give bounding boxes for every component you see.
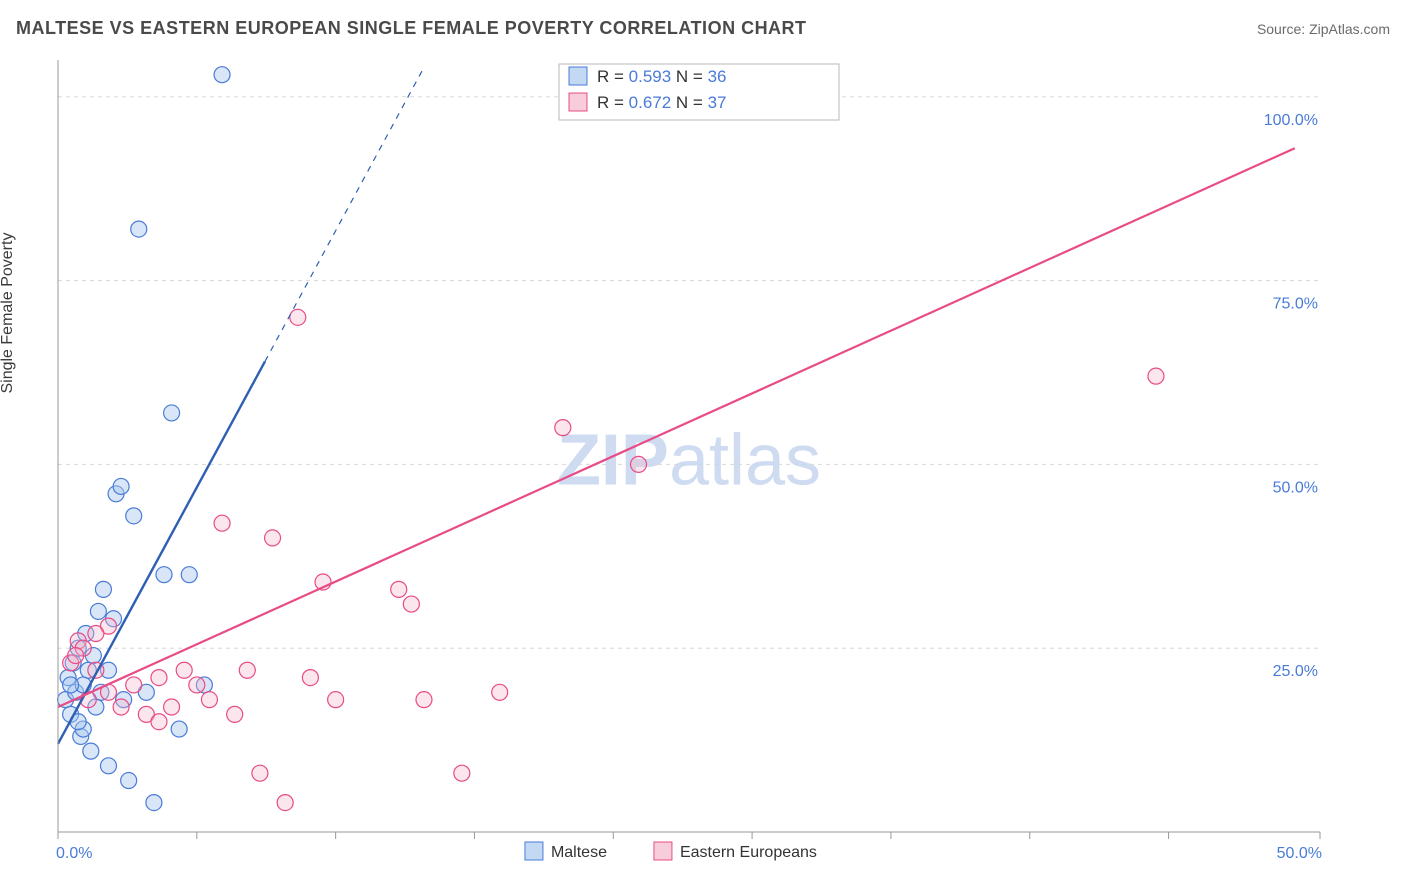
chart-title: MALTESE VS EASTERN EUROPEAN SINGLE FEMAL… xyxy=(16,18,807,39)
data-point xyxy=(555,420,571,436)
data-point xyxy=(416,692,432,708)
data-point xyxy=(492,684,508,700)
data-point xyxy=(126,677,142,693)
data-point xyxy=(171,721,187,737)
legend-label: Maltese xyxy=(551,844,607,861)
data-point xyxy=(121,773,137,789)
stats-row: R = 0.593 N = 36 xyxy=(597,67,727,86)
y-tick-label: 100.0% xyxy=(1264,112,1318,129)
watermark: ZIPatlas xyxy=(557,420,821,500)
data-point xyxy=(95,581,111,597)
data-point xyxy=(90,603,106,619)
data-point xyxy=(131,221,147,237)
data-point xyxy=(290,309,306,325)
data-point xyxy=(151,670,167,686)
legend-label: Eastern Europeans xyxy=(680,844,817,861)
y-tick-label: 75.0% xyxy=(1273,296,1318,313)
chart-header: MALTESE VS EASTERN EUROPEAN SINGLE FEMAL… xyxy=(16,18,1390,39)
data-point xyxy=(1148,368,1164,384)
y-tick-label: 25.0% xyxy=(1273,663,1318,680)
data-point xyxy=(302,670,318,686)
x-tick-label: 50.0% xyxy=(1277,845,1322,862)
data-point xyxy=(631,456,647,472)
data-point xyxy=(113,699,129,715)
data-point xyxy=(100,758,116,774)
data-point xyxy=(156,567,172,583)
legend-swatch xyxy=(569,67,587,85)
data-point xyxy=(201,692,217,708)
data-point xyxy=(164,405,180,421)
data-point xyxy=(63,677,79,693)
data-point xyxy=(277,795,293,811)
data-point xyxy=(454,765,470,781)
data-point xyxy=(265,530,281,546)
data-point xyxy=(151,714,167,730)
regression-line-extrapolated xyxy=(265,67,424,361)
chart-container: Single Female Poverty 25.0%50.0%75.0%100… xyxy=(14,52,1392,878)
legend-swatch xyxy=(525,842,543,860)
data-point xyxy=(403,596,419,612)
data-point xyxy=(176,662,192,678)
data-point xyxy=(239,662,255,678)
data-point xyxy=(214,67,230,83)
data-point xyxy=(164,699,180,715)
data-point xyxy=(252,765,268,781)
data-point xyxy=(146,795,162,811)
data-point xyxy=(227,706,243,722)
stats-row: R = 0.672 N = 37 xyxy=(597,93,727,112)
legend-swatch xyxy=(654,842,672,860)
data-point xyxy=(88,625,104,641)
data-point xyxy=(214,515,230,531)
x-tick-label: 0.0% xyxy=(56,845,92,862)
legend-swatch xyxy=(569,93,587,111)
regression-line xyxy=(58,361,265,743)
data-point xyxy=(189,677,205,693)
data-point xyxy=(328,692,344,708)
data-point xyxy=(391,581,407,597)
scatter-chart: 25.0% 50.0% 75.0% 100.0% ZIPatlas 0.0% 50.0% R … xyxy=(14,52,1392,878)
regression-line xyxy=(58,148,1295,707)
source-label: Source: ZipAtlas.com xyxy=(1257,21,1390,37)
data-point xyxy=(83,743,99,759)
data-point xyxy=(181,567,197,583)
data-point xyxy=(126,508,142,524)
data-point xyxy=(113,478,129,494)
y-tick-label: 50.0% xyxy=(1273,479,1318,496)
data-point xyxy=(68,648,84,664)
y-axis-label: Single Female Poverty xyxy=(0,233,17,394)
